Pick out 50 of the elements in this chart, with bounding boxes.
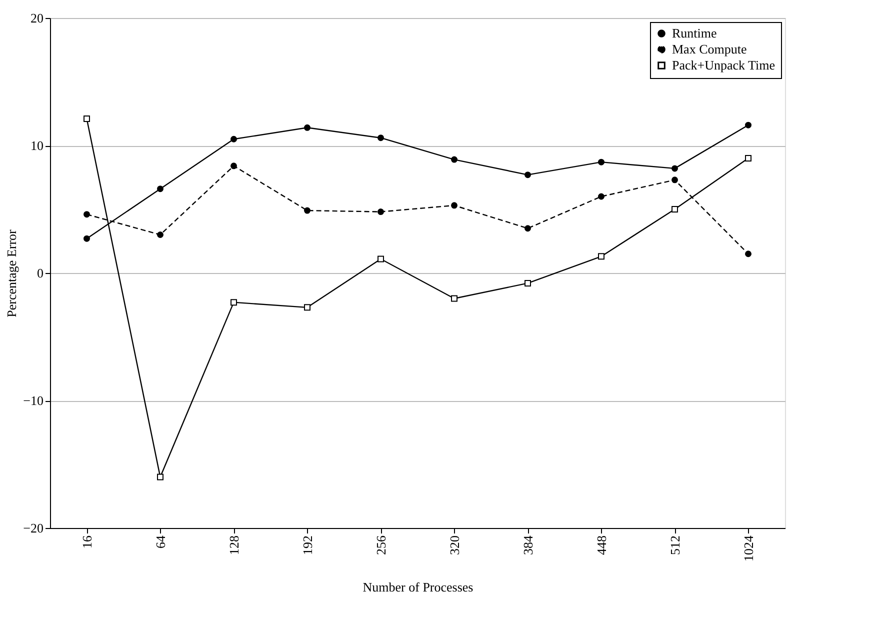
point (378, 256, 384, 262)
point (598, 158, 604, 166)
point (157, 474, 164, 480)
y-tick-label: −10 (23, 393, 44, 408)
x-tick-label: 512 (667, 536, 682, 555)
x-tick-label: 320 (446, 536, 462, 555)
point (524, 172, 531, 178)
x-tick-label: 128 (226, 536, 242, 555)
point (745, 250, 752, 258)
y-tick-label: 10 (30, 138, 44, 153)
point (230, 162, 237, 170)
point (157, 232, 164, 238)
legend-label: Max Compute (672, 42, 747, 56)
point (451, 202, 458, 209)
x-tick-label: 16 (79, 535, 94, 548)
point (304, 124, 310, 131)
point (304, 304, 310, 311)
point (524, 225, 531, 232)
point (451, 295, 458, 302)
point (84, 211, 90, 218)
point (304, 207, 310, 214)
x-tick-label: 64 (152, 535, 168, 548)
y-axis-title: Percentage Error (4, 228, 20, 318)
x-tick-label: 384 (520, 535, 536, 555)
y-tick-label: 20 (30, 10, 44, 26)
y-tick-label: −20 (23, 520, 44, 536)
x-tick-label: 1024 (740, 535, 756, 562)
point (745, 122, 752, 128)
x-tick-label: 256 (373, 535, 388, 555)
point (745, 155, 752, 162)
point (598, 193, 604, 200)
point (84, 115, 90, 122)
point (598, 253, 604, 260)
legend-label: Pack+Unpack Time (672, 58, 776, 72)
x-tick-label: 192 (300, 536, 315, 555)
point (378, 208, 384, 216)
point (157, 186, 164, 192)
point (672, 206, 678, 212)
y-tick-label: 0 (37, 266, 44, 280)
legend-label: Runtime (672, 26, 718, 40)
point (84, 235, 90, 242)
point (672, 165, 678, 172)
point (378, 134, 384, 142)
point (672, 176, 678, 184)
x-axis-title: Number of Processes (362, 580, 474, 594)
point (230, 299, 237, 306)
point (451, 156, 458, 163)
point (524, 280, 531, 286)
x-tick-label: 448 (594, 536, 609, 555)
point (230, 136, 237, 142)
